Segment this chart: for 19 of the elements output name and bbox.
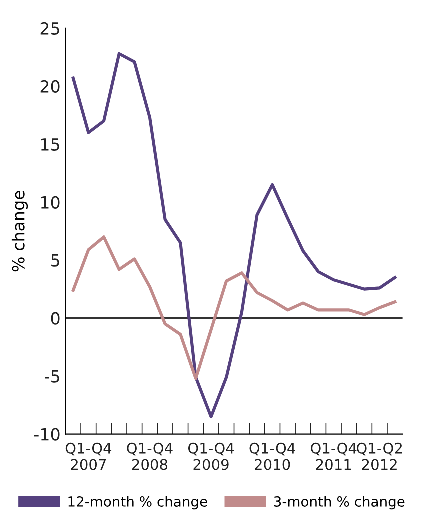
legend-label: 12-month % change [68, 496, 208, 510]
y-axis-title: % change [12, 191, 28, 272]
x-tick-label: Q1-Q4 2008 [127, 442, 173, 470]
y-tick-label: -5 [45, 370, 60, 383]
y-tick-label: -10 [34, 428, 60, 441]
x-tick-label: Q1-Q4 2011 [311, 442, 357, 470]
y-tick-label: 15 [41, 138, 60, 151]
y-tick-label: 0 [51, 312, 60, 325]
x-tick-label: Q1-Q4 2009 [188, 442, 234, 470]
x-tick-label: Q1-Q2 2012 [356, 442, 402, 470]
y-tick-label: 10 [41, 196, 60, 209]
y-tick-label: 5 [52, 254, 60, 267]
line-series [72, 52, 397, 418]
legend-label: 3-month % change [274, 496, 405, 510]
y-tick-label: 20 [40, 80, 60, 93]
y-tick-label: 25 [40, 22, 60, 36]
line-series [72, 236, 397, 380]
x-tick-label: Q1-Q4 2010 [250, 442, 296, 470]
x-tick-label: Q1-Q4 2007 [66, 442, 112, 470]
